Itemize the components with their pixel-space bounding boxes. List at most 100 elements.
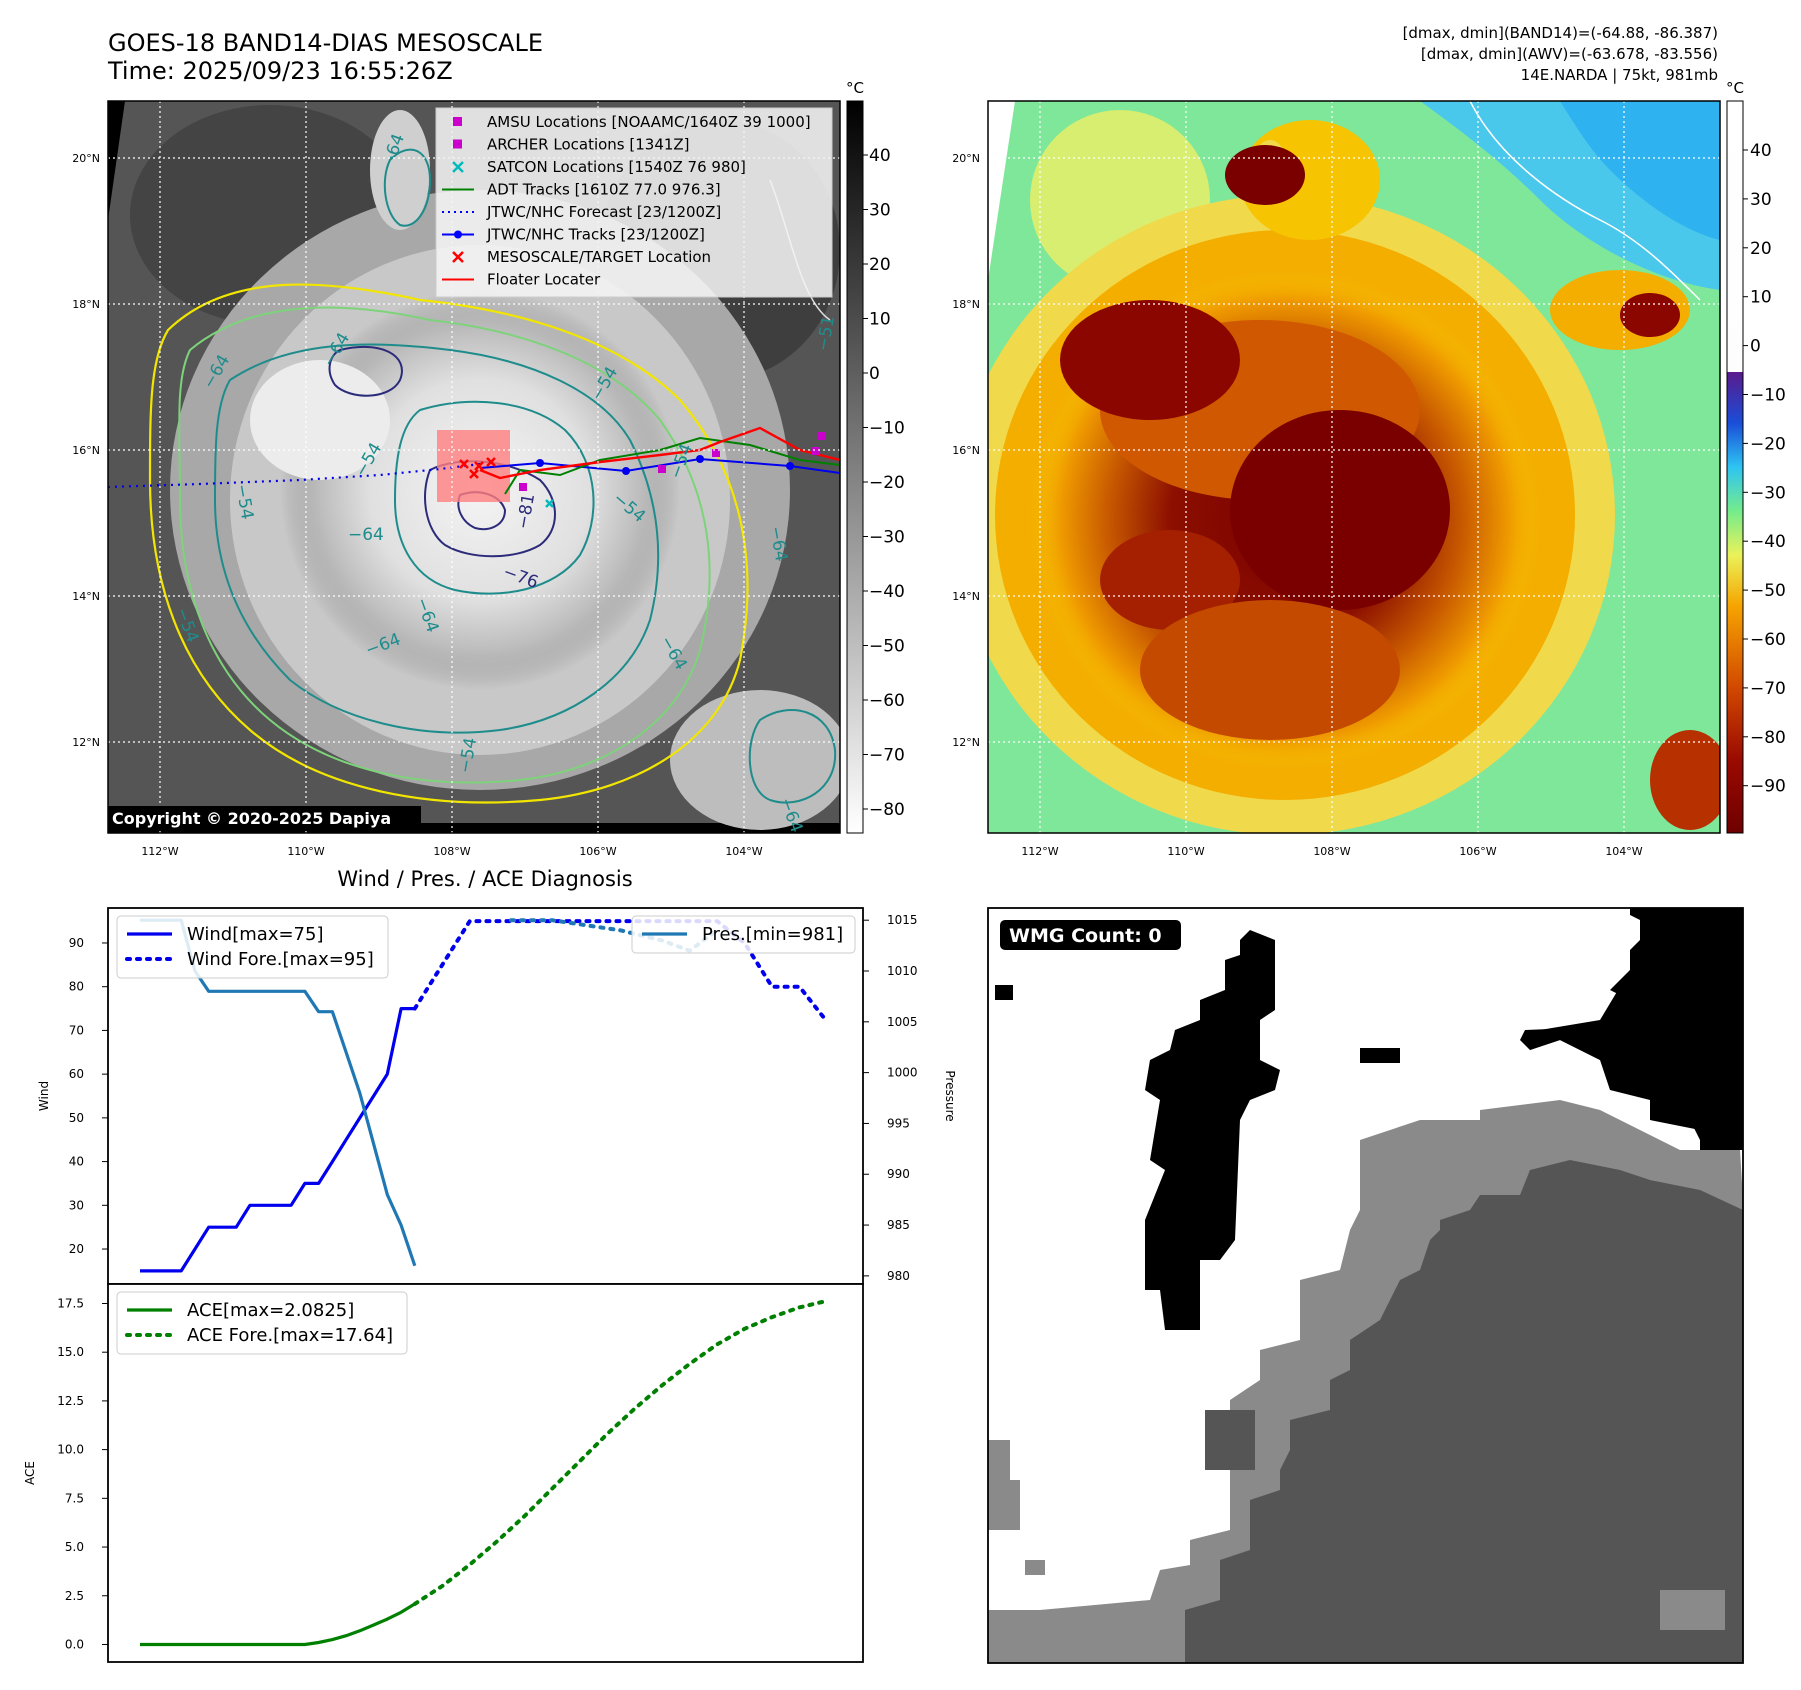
ace-axis-ticks: 0.0 2.5 5.0 7.5 10.0 12.5 15.0 17.5 <box>57 1296 108 1651</box>
awv-colorbar-tick-label: 30 <box>1750 190 1772 210</box>
dmax-line3: 14E.NARDA | 75kt, 981mb <box>1521 66 1718 84</box>
dmax-line1: [dmax, dmin](BAND14)=(-64.88, -86.387) <box>1403 24 1718 42</box>
legend-label: Pres.[min=981] <box>702 924 843 945</box>
ir-colorbar-tick-label: 40 <box>869 146 891 166</box>
awv-map-lon-label: 104°W <box>1605 845 1642 858</box>
ir-colorbar-unit: °C <box>846 79 864 97</box>
figure-title-line1: GOES-18 BAND14-DIAS MESOSCALE <box>108 29 543 57</box>
wmg-black-island <box>1145 930 1280 1330</box>
legend-marker <box>452 251 464 263</box>
awv-colorbar-tick-label: −70 <box>1750 679 1786 699</box>
legend-label: Floater Locater <box>487 271 601 289</box>
ir-map-lat-ticks: 20°N 18°N 16°N 14°N 12°N <box>72 152 100 749</box>
ir-colorbar-tick-label: −20 <box>869 473 905 493</box>
awv-colorbar-tick-label: −30 <box>1750 483 1786 503</box>
ir-map-lat-label: 16°N <box>72 444 100 457</box>
legend-label: SATCON Locations [1540Z 76 980] <box>487 158 746 176</box>
ace-series <box>140 1298 829 1647</box>
awv-map-gridlines <box>988 101 1720 833</box>
ace-tick-label: 15.0 <box>57 1345 84 1359</box>
awv-colorbar-tick-label: −80 <box>1750 728 1786 748</box>
awv-colorbar-tick-label: −20 <box>1750 434 1786 454</box>
ir-map-lat-label: 12°N <box>72 736 100 749</box>
awv-colorbar-tick-label: −40 <box>1750 532 1786 552</box>
ace-tick-label: 17.5 <box>57 1296 84 1310</box>
wmg-frame <box>987 907 1744 1664</box>
awv-colorbar-tick-label: 10 <box>1750 288 1772 308</box>
awv-map-lon-label: 106°W <box>1459 845 1496 858</box>
ir-map-lon-label: 104°W <box>725 845 762 858</box>
pressure-tick-label: 1005 <box>887 1015 918 1029</box>
jtwc-forecast-track <box>108 462 481 489</box>
ir-colorbar-tick-label: −10 <box>869 419 905 439</box>
awv-colorbar <box>1726 100 1744 834</box>
awv-map-lat-label: 20°N <box>952 152 980 165</box>
legend-label: ARCHER Locations [1341Z] <box>487 136 690 154</box>
ir-map-lat-label: 14°N <box>72 590 100 603</box>
awv-map-lat-label: 12°N <box>952 736 980 749</box>
ir-colorbar-tick-label: −30 <box>869 528 905 548</box>
pressure-axis-label: Pressure <box>943 1070 957 1121</box>
wind-pressure-chart: Wind Pressure 20 30 40 50 60 70 80 90 980 985 990… <box>37 907 957 1285</box>
contour-yellow <box>148 283 749 804</box>
pressure-tick-label: 1000 <box>887 1066 918 1080</box>
ir-colorbar-tick-label: 30 <box>869 201 891 221</box>
copyright-box <box>108 806 421 830</box>
ir-map-gridlines <box>108 101 840 833</box>
pressure-tick-label: 995 <box>887 1116 910 1130</box>
legend-label: Wind[max=75] <box>187 924 324 945</box>
wind-tick-label: 60 <box>69 1067 84 1081</box>
ace-legend: ACE[max=2.0825] ACE Fore.[max=17.64] <box>116 1291 408 1355</box>
awv-map-lat-label: 18°N <box>952 298 980 311</box>
pressure-tick-label: 980 <box>887 1269 910 1283</box>
figure-title-line2: Time: 2025/09/23 16:55:26Z <box>107 57 453 85</box>
dmax-line2: [dmax, dmin](AWV)=(-63.678, -83.556) <box>1421 45 1718 63</box>
ir-map-lat-label: 20°N <box>72 152 100 165</box>
ace-tick-label: 7.5 <box>65 1491 84 1505</box>
wind-tick-label: 40 <box>69 1155 84 1169</box>
pressure-legend: Pres.[min=981] <box>631 915 856 954</box>
wind-tick-label: 70 <box>69 1023 84 1037</box>
ir-colorbar-tick-label: 0 <box>869 364 880 384</box>
ir-colorbar-tick-label: −60 <box>869 691 905 711</box>
ace-chart: ACE 0.0 2.5 5.0 7.5 10.0 12.5 15.0 17.5 ACE[max… <box>23 1283 864 1663</box>
contour-labels: −64−64−64−54−54−64−76−81−54−54−64−64−64−… <box>171 131 839 833</box>
legend-marker <box>453 139 462 149</box>
pressure-tick-label: 1010 <box>887 964 918 978</box>
legend-marker-dot <box>454 230 462 239</box>
wmg-dark-gray-region <box>1185 1160 1743 1663</box>
map-legend: AMSU Locations [NOAAMC/1640Z 39 1000] ARC… <box>435 107 833 298</box>
ace-tick-label: 2.5 <box>65 1589 84 1603</box>
wmg-count-badge <box>1000 920 1181 950</box>
contour-label: −64 <box>348 525 384 545</box>
ir-colorbar-tick-label: 20 <box>869 255 891 275</box>
ir-map-lon-label: 108°W <box>433 845 470 858</box>
awv-map-lat-label: 14°N <box>952 590 980 603</box>
pressure-tick-label: 985 <box>887 1218 910 1232</box>
pressure-tick-label: 1015 <box>887 913 918 927</box>
wind-tick-label: 30 <box>69 1198 84 1212</box>
pressure-axis-ticks: 980 985 990 995 1000 1005 1010 1015 <box>863 913 918 1283</box>
legend-marker <box>452 161 464 173</box>
awv-colorbar-tick-label: 0 <box>1750 337 1761 357</box>
awv-map-lat-label: 16°N <box>952 444 980 457</box>
awv-map-lat-ticks: 20°N 18°N 16°N 14°N 12°N <box>952 152 980 749</box>
ir-colorbar-ticks: 40 30 20 10 0 −10 −20 −30 −40 −50 −60 −70 −80 <box>863 146 905 820</box>
legend-frame <box>631 915 856 954</box>
series-line-0-0 <box>140 1006 415 1273</box>
awv-colorbar-tick-label: 20 <box>1750 239 1772 259</box>
contour-teal <box>213 343 660 734</box>
target-location-marks <box>459 457 496 479</box>
awv-map-lon-label: 112°W <box>1021 845 1058 858</box>
ir-map-lon-label: 110°W <box>287 845 324 858</box>
awv-map-lon-label: 110°W <box>1167 845 1204 858</box>
awv-colorbar-tick-label: −10 <box>1750 386 1786 406</box>
wind-axis-ticks: 20 30 40 50 60 70 80 90 <box>69 936 108 1256</box>
diagnosis-title: Wind / Pres. / ACE Diagnosis <box>337 867 632 891</box>
wind-legend: Wind[max=75] Wind Fore.[max=95] <box>116 915 389 979</box>
wind-tick-label: 50 <box>69 1111 84 1125</box>
ir-colorbar-tick-label: −50 <box>869 637 905 657</box>
awv-colorbar-tick-label: −60 <box>1750 630 1786 650</box>
ace-tick-label: 5.0 <box>65 1540 84 1554</box>
